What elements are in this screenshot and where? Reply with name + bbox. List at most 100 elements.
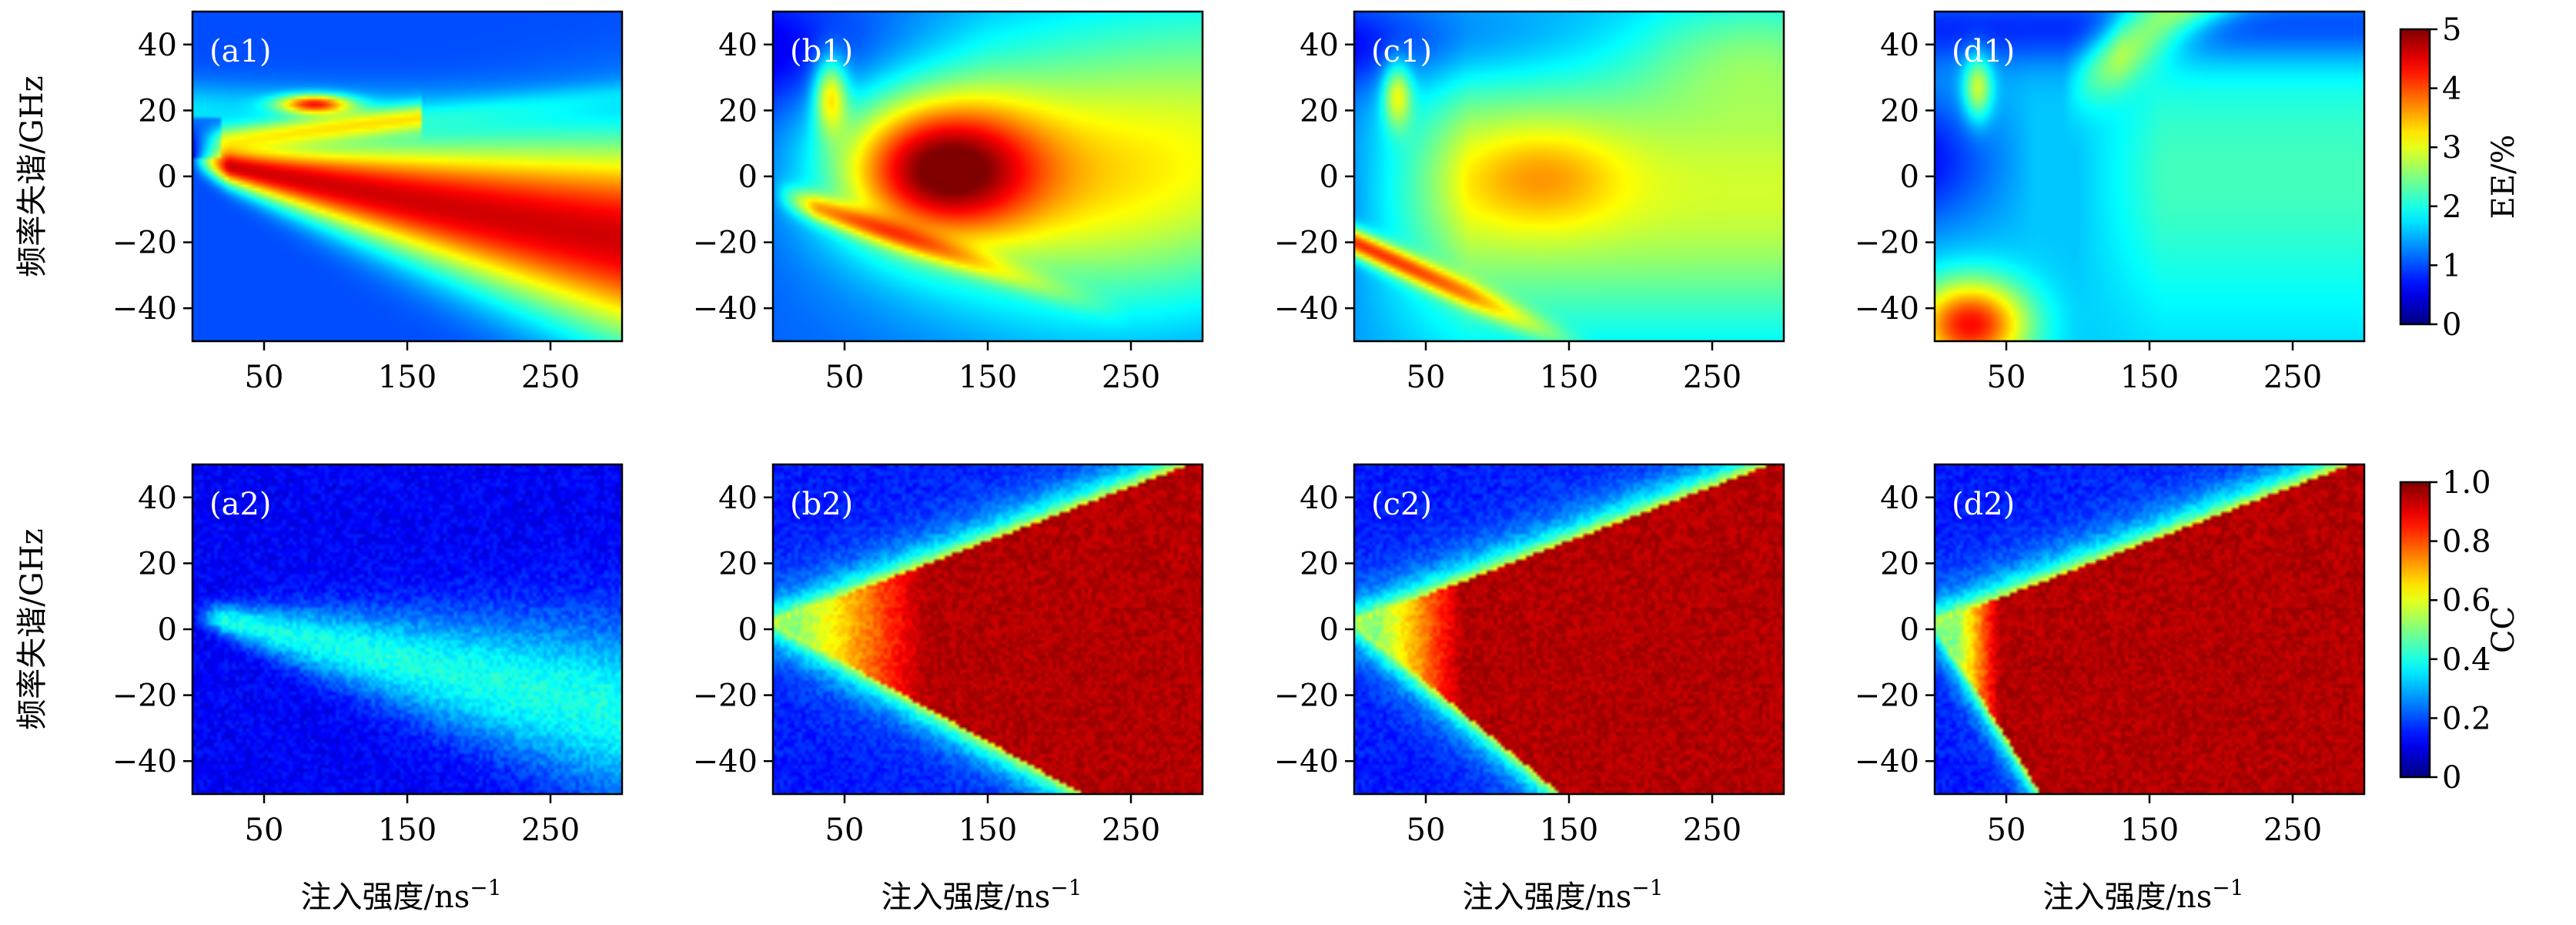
x-tick-label: 50 <box>1407 360 1446 395</box>
x-tick-label: 150 <box>958 813 1017 848</box>
y-tick-label: 20 <box>1300 93 1339 129</box>
colorbar-tick-label: 2 <box>2442 189 2461 225</box>
y-tick-label: −20 <box>112 226 177 261</box>
y-tick-label: −20 <box>1274 226 1339 261</box>
y-tick-label: 40 <box>1880 28 1919 63</box>
colorbar-tick-label: 0 <box>2442 307 2461 343</box>
x-axis-title-superscript: −1 <box>2212 875 2243 900</box>
x-tick-label: 150 <box>2120 360 2179 395</box>
heatmap-panel-b2: 50 150 250 40 20 0 −20 −40 (b2) 注入强度/ns−1 <box>693 463 1204 915</box>
y-tick-label: 20 <box>138 93 177 129</box>
y-tick-label: 0 <box>158 612 177 648</box>
y-tick-label: 40 <box>1300 481 1339 516</box>
heatmap-panel-a2: 50 150 250 40 20 0 −20 −40 (a2) 注入强度/ns−1 频率失谐/GHz <box>15 463 624 915</box>
y-tick-label: −20 <box>1274 679 1339 714</box>
heatmap-image <box>1354 12 1784 341</box>
x-tick-label: 50 <box>245 360 284 395</box>
colorbar-label: CC <box>2486 606 2521 653</box>
x-tick-label: 50 <box>245 813 284 848</box>
y-tick-label: −40 <box>693 291 758 327</box>
y-axis-title: 频率失谐/GHz <box>15 75 50 276</box>
y-tick-label: 40 <box>138 28 177 63</box>
heatmap-image <box>192 464 622 794</box>
heatmap-image <box>773 464 1203 794</box>
y-tick-label: 20 <box>718 93 758 129</box>
y-tick-label: 0 <box>738 612 758 648</box>
colorbar-tick-label: 0.2 <box>2442 701 2491 736</box>
colorbar-tick-label: 5 <box>2442 12 2461 48</box>
heatmap-panel-b1: 50 150 250 40 20 0 −20 −40 (b1) <box>693 10 1204 395</box>
x-tick-label: 250 <box>1683 813 1741 848</box>
colorbar-1: 0 1 2 3 4 5 EE/% <box>2399 12 2521 343</box>
colorbar-tick-label: 1 <box>2442 248 2461 283</box>
x-tick-label: 250 <box>521 813 580 848</box>
y-tick-label: 40 <box>1880 481 1919 516</box>
x-axis-title: 注入强度/ns−1 <box>2042 875 2243 915</box>
colorbar-label: EE/% <box>2486 135 2521 220</box>
panel-label: (c2) <box>1371 487 1432 522</box>
colorbar-tick-label: 4 <box>2442 72 2461 107</box>
x-tick-label: 150 <box>958 360 1017 395</box>
x-tick-label: 150 <box>1540 360 1598 395</box>
colorbar-tick-label: 1.0 <box>2442 465 2491 501</box>
y-tick-label: 40 <box>718 28 758 63</box>
x-tick-label: 250 <box>1102 360 1160 395</box>
x-tick-label: 250 <box>2263 813 2322 848</box>
x-tick-label: 250 <box>1683 360 1741 395</box>
colorbar-gradient <box>2399 481 2431 779</box>
x-axis-title-superscript: −1 <box>470 875 501 900</box>
panel-label: (d1) <box>1952 34 2015 69</box>
x-axis-title-superscript: −1 <box>1631 875 1663 900</box>
y-tick-label: −40 <box>112 291 177 327</box>
y-tick-label: 0 <box>1900 612 1919 648</box>
heatmap-panel-d1: 50 150 250 40 20 0 −20 −40 (d1) <box>1855 10 2366 395</box>
y-tick-label: −40 <box>1274 291 1339 327</box>
heatmap-panel-a1: 50 150 250 40 20 0 −20 −40 (a1) 频率失谐/GHz <box>15 10 624 395</box>
colorbar-tick-label: 0.8 <box>2442 525 2491 560</box>
x-tick-label: 150 <box>2120 813 2179 848</box>
heatmap-image <box>192 12 622 341</box>
colorbar-tick-label: 0 <box>2442 760 2461 796</box>
colorbar-2: 0 0.2 0.4 0.6 0.8 1.0 CC <box>2399 465 2521 796</box>
colorbar-gradient <box>2399 28 2431 326</box>
y-tick-label: 20 <box>1880 546 1919 581</box>
y-tick-label: 20 <box>1880 93 1919 129</box>
y-tick-label: −40 <box>693 744 758 779</box>
y-tick-label: 40 <box>138 481 177 516</box>
y-tick-label: 20 <box>1300 546 1339 581</box>
y-tick-label: 40 <box>718 481 758 516</box>
x-tick-label: 250 <box>521 360 580 395</box>
y-tick-label: −40 <box>1274 744 1339 779</box>
x-tick-label: 250 <box>2263 360 2322 395</box>
x-tick-label: 250 <box>1102 813 1160 848</box>
heatmap-image <box>1935 12 2364 341</box>
panel-label: (c1) <box>1371 34 1432 69</box>
y-tick-label: −20 <box>1855 679 1919 714</box>
y-tick-label: 0 <box>1320 159 1339 195</box>
y-tick-label: 0 <box>158 159 177 195</box>
y-tick-label: −20 <box>112 679 177 714</box>
x-tick-label: 150 <box>378 360 437 395</box>
x-axis-title: 注入强度/ns−1 <box>881 875 1082 915</box>
y-tick-label: 20 <box>138 546 177 581</box>
x-axis-title-superscript: −1 <box>1050 875 1082 900</box>
y-tick-label: 20 <box>718 546 758 581</box>
y-tick-label: −20 <box>1855 226 1919 261</box>
x-axis-title: 注入强度/ns−1 <box>300 875 501 915</box>
colorbar-tick-label: 3 <box>2442 130 2461 166</box>
y-tick-label: −40 <box>112 744 177 779</box>
x-tick-label: 50 <box>1987 813 2026 848</box>
panel-label: (d2) <box>1952 487 2015 522</box>
colorbar-tick-label: 0.4 <box>2442 642 2491 678</box>
y-tick-label: −20 <box>693 226 758 261</box>
heatmap-panel-d2: 50 150 250 40 20 0 −20 −40 (d2) 注入强度/ns−1 <box>1855 463 2366 915</box>
y-tick-label: 0 <box>1900 159 1919 195</box>
x-tick-label: 50 <box>1987 360 2026 395</box>
panel-label: (a1) <box>209 34 272 69</box>
colorbar-tick-label: 0.6 <box>2442 583 2491 618</box>
heatmap-panel-c2: 50 150 250 40 20 0 −20 −40 (c2) 注入强度/ns−1 <box>1274 463 1785 915</box>
heatmap-image <box>1354 464 1784 794</box>
y-tick-label: 0 <box>738 159 758 195</box>
heatmap-image <box>1935 464 2364 794</box>
